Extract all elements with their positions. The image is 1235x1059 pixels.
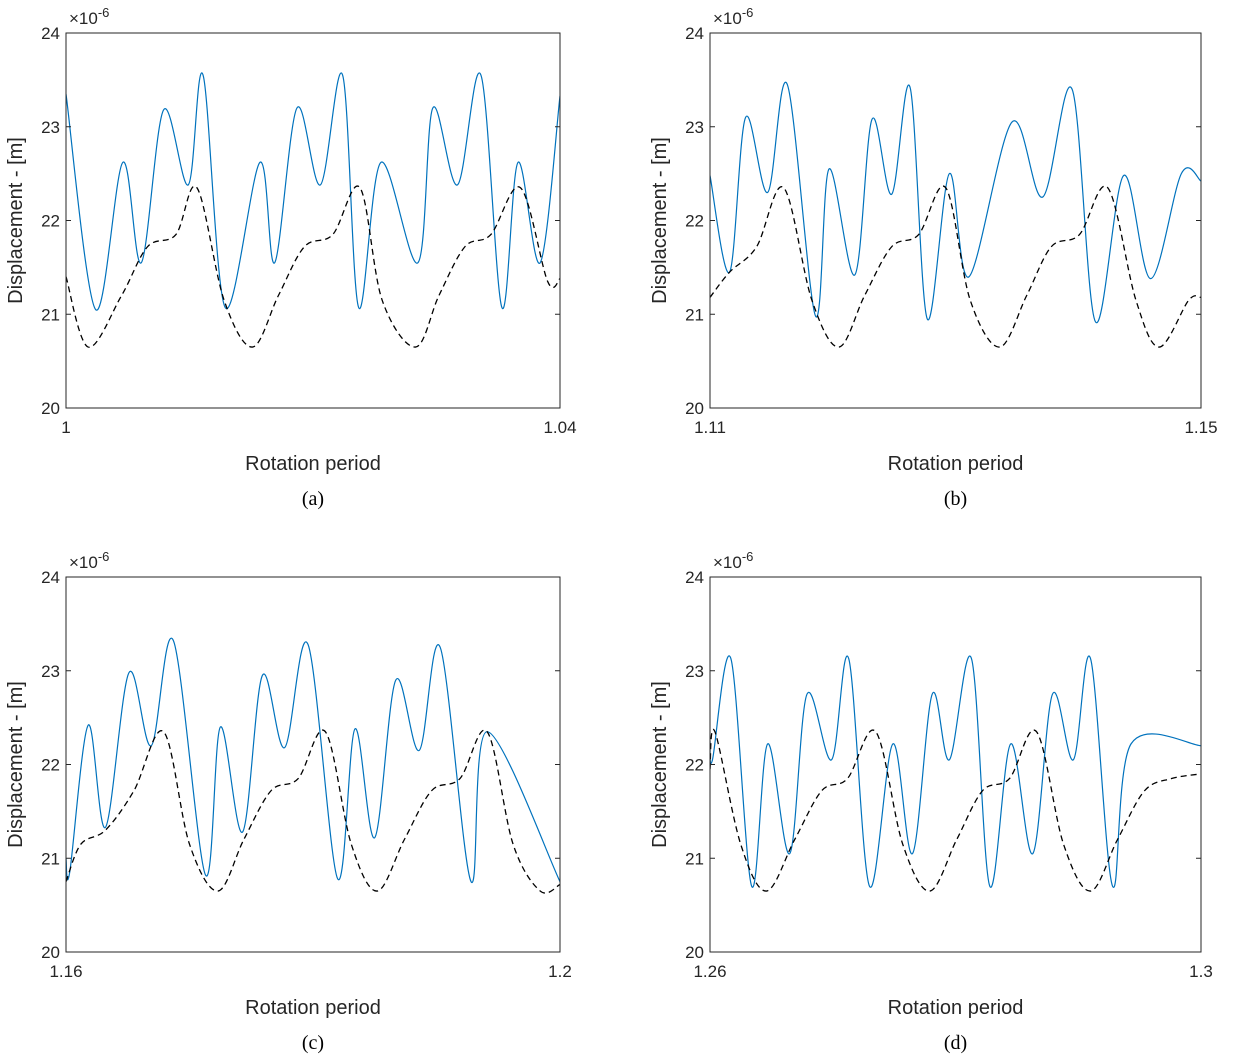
subplot-c: 20 21 22 23 24 1.16 1.2 ×10-6 Rotation period Dis…	[5, 549, 572, 1054]
y-tick-label: 20	[41, 943, 60, 962]
y-tick-label: 22	[685, 756, 704, 775]
y-tick-label: 20	[685, 943, 704, 962]
y-tick-label: 23	[41, 662, 60, 681]
series-dashed-line	[66, 185, 560, 348]
subplot-caption: (d)	[944, 1032, 967, 1054]
y-axis-label: Displacement - [m]	[649, 137, 671, 304]
y-axis-label: Displacement - [m]	[5, 137, 27, 304]
y-exponent-power: -6	[742, 549, 754, 564]
y-exponent-label: ×10-6	[713, 549, 753, 572]
y-tick-label: 23	[41, 118, 60, 137]
x-tick-label: 1.15	[1184, 418, 1217, 437]
y-exponent-power: -6	[742, 5, 754, 20]
y-exponent-power: -6	[98, 5, 110, 20]
y-tick-label: 21	[41, 849, 60, 868]
subplot-a: 20 21 22 23 24 1 1.04 ×10-6 Rotation period Displ…	[5, 5, 577, 510]
subplot-d: 20 21 22 23 24 1.26 1.3 ×10-6 Rotation period Dis…	[649, 549, 1213, 1054]
y-exponent-label: ×10-6	[69, 5, 109, 28]
subplot-caption: (b)	[944, 488, 967, 510]
axes-box	[709, 32, 1202, 409]
x-tick-label: 1.16	[49, 962, 82, 981]
y-exponent-label: ×10-6	[69, 549, 109, 572]
x-axis-label: Rotation period	[245, 453, 381, 475]
y-tick-label: 24	[685, 24, 704, 43]
series-solid-line	[66, 637, 560, 883]
series-solid-line	[66, 72, 560, 311]
y-tick-label: 21	[41, 305, 60, 324]
subplot-caption: (a)	[302, 488, 324, 510]
y-tick-label: 20	[685, 399, 704, 418]
subplot-b: 20 21 22 23 24 1.11 1.15 ×10-6 Rotation period Di…	[649, 5, 1218, 510]
x-tick-label: 1.04	[543, 418, 576, 437]
x-tick-label: 1.3	[1189, 962, 1213, 981]
axes-box	[65, 576, 561, 953]
series-solid-line	[710, 81, 1201, 323]
y-tick-label: 22	[41, 212, 60, 231]
y-tick-label: 20	[41, 399, 60, 418]
subplot-caption: (c)	[302, 1032, 324, 1054]
series-dashed-line	[66, 729, 560, 894]
y-tick-label: 21	[685, 305, 704, 324]
x-axis-label: Rotation period	[888, 453, 1024, 475]
y-exponent-power: -6	[98, 549, 110, 564]
axes-box	[65, 32, 561, 409]
x-tick-label: 1.2	[548, 962, 572, 981]
x-tick-label: 1	[61, 418, 70, 437]
y-axis-label: Displacement - [m]	[5, 681, 27, 848]
x-axis-label: Rotation period	[888, 997, 1024, 1019]
y-tick-label: 23	[685, 662, 704, 681]
series-dashed-line	[710, 728, 1201, 892]
y-axis-label: Displacement - [m]	[649, 681, 671, 848]
y-tick-label: 23	[685, 118, 704, 137]
axes-box	[709, 576, 1202, 953]
y-tick-label: 24	[685, 568, 704, 587]
y-tick-label: 22	[41, 756, 60, 775]
series-solid-line	[710, 655, 1201, 888]
series-dashed-line	[710, 185, 1201, 348]
y-tick-label: 22	[685, 212, 704, 231]
y-tick-label: 24	[41, 568, 60, 587]
x-tick-label: 1.26	[693, 962, 726, 981]
y-tick-label: 21	[685, 849, 704, 868]
y-exponent-label: ×10-6	[713, 5, 753, 28]
x-axis-label: Rotation period	[245, 997, 381, 1019]
x-tick-label: 1.11	[694, 418, 726, 437]
y-tick-label: 24	[41, 24, 60, 43]
